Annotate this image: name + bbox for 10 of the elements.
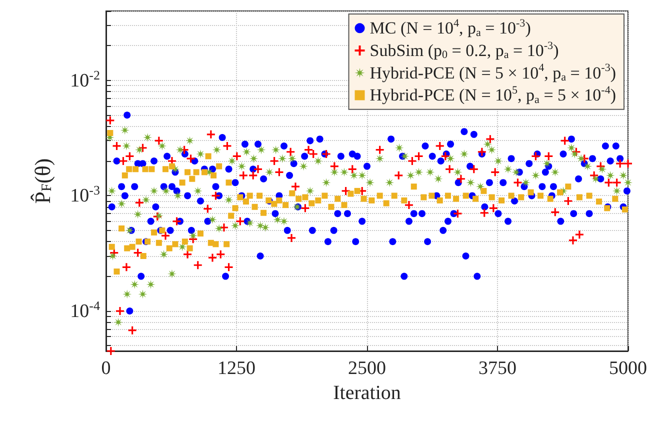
x-tick-label: 2500 xyxy=(348,358,386,379)
y-tick-label: 10$^{-4}$ xyxy=(70,298,100,322)
x-tick-label: 3750 xyxy=(478,358,516,379)
x-tick-label: 0 xyxy=(101,358,111,379)
x-axis-title: Iteration xyxy=(333,382,401,404)
y-axis-title: P̂F(θ) xyxy=(30,158,56,204)
y-tick-label: 10$^{-3}$ xyxy=(70,182,100,207)
y-tick-label: 10$^{-2}$ xyxy=(70,66,100,92)
x-tick-label: 1250 xyxy=(218,358,256,379)
x-tick-label: 5000 xyxy=(609,358,647,379)
